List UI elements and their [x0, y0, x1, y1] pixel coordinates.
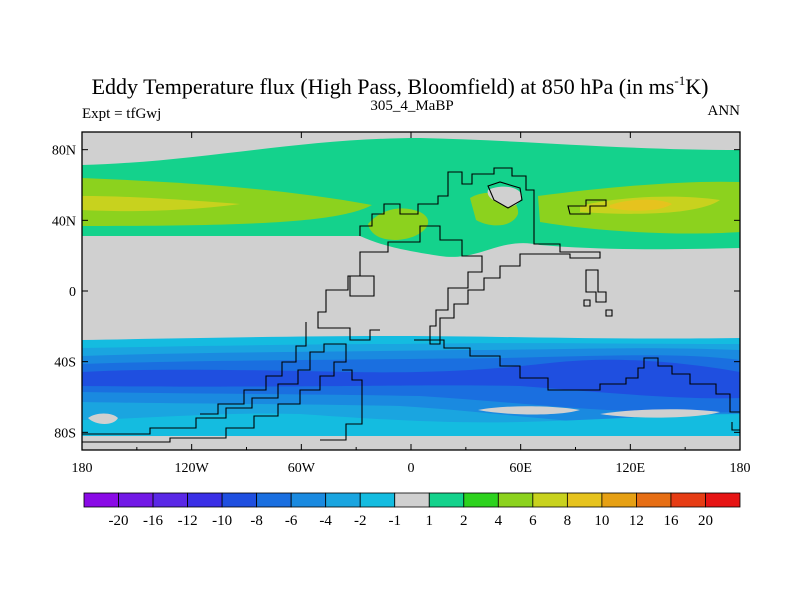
y-tick-label: 80N: [52, 144, 76, 159]
chart-title: Eddy Temperature flux (High Pass, Bloomf…: [92, 73, 709, 99]
colorbar-swatch: [601, 492, 637, 508]
x-axis: 180 120W 60W 0 60E 120E 180: [72, 132, 751, 476]
coastline-indonesia: [583, 269, 613, 317]
coastline-antarctica-west: [82, 343, 347, 443]
colorbar-label: -4: [319, 513, 332, 529]
colorbar-label: -12: [178, 513, 198, 529]
subtitle-right: ANN: [708, 103, 741, 119]
hole-sh-gray-mid: [478, 406, 580, 415]
y-tick-label: 80S: [54, 426, 76, 441]
colorbar-label: 12: [629, 513, 644, 529]
y-tick-label: 40N: [52, 214, 76, 229]
colorbar: -20 -16 -12 -10 -8 -6 -4 -2 -1 1 2 4 6 8 10 12 16 20: [83, 492, 741, 529]
colorbar-label: 10: [594, 513, 609, 529]
colorbar-label: 1: [426, 513, 434, 529]
x-tick-label: 180: [730, 461, 751, 476]
band-antarctic-gray: [82, 436, 740, 450]
x-tick-label: 180: [72, 461, 93, 476]
band-nh-green: [82, 178, 372, 226]
contour-field: [82, 132, 740, 450]
colorbar-label: 20: [698, 513, 713, 529]
colorbar-swatch: [566, 492, 603, 508]
colorbar-label: 2: [460, 513, 468, 529]
colorbar-label: 4: [495, 513, 503, 529]
colorbar-label: -6: [285, 513, 298, 529]
colorbar-swatch: [705, 492, 741, 508]
x-tick-label: 0: [408, 461, 415, 476]
colorbar-swatch: [152, 492, 188, 508]
colorbar-swatch: [636, 492, 672, 508]
hole-sh-gray-west: [88, 413, 118, 424]
x-tick-label: 120E: [616, 461, 646, 476]
colorbar-swatch: [325, 492, 361, 508]
colorbar-swatch: [428, 492, 465, 508]
colorbar-swatch: [256, 492, 292, 508]
colorbar-label: 8: [564, 513, 572, 529]
colorbar-label: 6: [529, 513, 537, 529]
y-axis: 80N 40N 0 40S 80S: [52, 144, 740, 441]
colorbar-swatch: [221, 492, 258, 508]
colorbar-swatch: [394, 492, 430, 508]
colorbar-swatch: [187, 492, 223, 508]
colorbar-label: -1: [388, 513, 401, 529]
coastline-south-america: [349, 275, 375, 297]
band-nh-green-europe: [368, 208, 429, 240]
colorbar-swatch: [463, 492, 499, 508]
x-tick-label: 120W: [175, 461, 210, 476]
subtitle-left: Expt = tfGwj: [82, 106, 161, 122]
colorbar-swatch: [118, 492, 154, 508]
colorbar-swatch: [670, 492, 706, 508]
coastline-antarctica-mid: [320, 369, 363, 441]
colorbar-label: -10: [212, 513, 232, 529]
coastline-africa-eurasia: [317, 167, 601, 345]
colorbar-label: -20: [109, 513, 129, 529]
band-sh-blue4: [82, 359, 740, 399]
colorbar-label: 16: [663, 513, 679, 529]
colorbar-swatch: [497, 492, 534, 508]
y-tick-label: 0: [69, 285, 76, 300]
coastline-caspian: [487, 181, 523, 209]
coastlines: [82, 167, 740, 443]
subtitle-center: 305_4_MaBP: [370, 98, 453, 114]
colorbar-label: -8: [250, 513, 263, 529]
colorbar-label: -16: [143, 513, 163, 529]
coastline-antarctica-east: [414, 339, 740, 431]
colorbar-label: -2: [354, 513, 367, 529]
coastline-asia-east: [567, 199, 607, 215]
band-sh-lightblue-south: [82, 413, 740, 436]
colorbar-swatch: [83, 492, 119, 508]
band-nh-yellow-west: [82, 196, 240, 212]
band-nh-light-green: [82, 138, 740, 257]
y-tick-label: 40S: [54, 356, 76, 371]
x-tick-label: 60E: [509, 461, 532, 476]
band-nh-orange-east: [610, 199, 672, 211]
colorbar-swatch: [359, 492, 396, 508]
colorbar-swatch: [532, 492, 568, 508]
x-tick-label: 60W: [288, 461, 316, 476]
coastline-peninsula: [200, 322, 307, 415]
hole-sh-gray-east: [600, 409, 720, 418]
colorbar-swatch: [290, 492, 327, 508]
